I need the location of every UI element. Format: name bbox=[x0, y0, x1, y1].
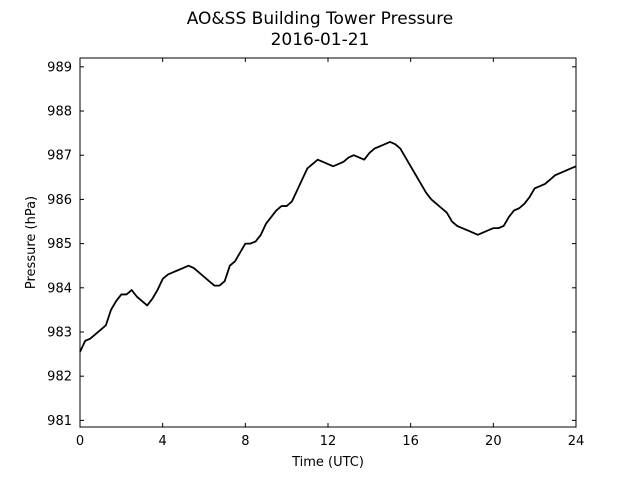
x-tick-label: 0 bbox=[76, 434, 84, 449]
x-axis: 0 4 8 12 16 20 24 bbox=[76, 58, 584, 449]
y-tick-label: 987 bbox=[47, 149, 72, 164]
y-tick-label: 982 bbox=[47, 370, 72, 385]
y-tick-label: 981 bbox=[47, 414, 72, 429]
y-axis: 981 982 983 984 985 986 987 988 989 bbox=[47, 60, 576, 429]
x-axis-label: Time (UTC) bbox=[291, 455, 364, 470]
chart-title: AO&SS Building Tower Pressure bbox=[187, 9, 454, 29]
x-tick-label: 16 bbox=[402, 434, 419, 449]
chart-subtitle: 2016-01-21 bbox=[271, 30, 370, 50]
x-tick-label: 12 bbox=[320, 434, 337, 449]
pressure-series-line bbox=[79, 141, 577, 353]
x-tick-label: 24 bbox=[568, 434, 585, 449]
y-tick-label: 984 bbox=[47, 281, 72, 296]
y-tick-label: 985 bbox=[47, 237, 72, 252]
x-tick-label: 20 bbox=[485, 434, 502, 449]
y-axis-label: Pressure (hPa) bbox=[24, 196, 39, 289]
y-tick-label: 988 bbox=[47, 105, 72, 120]
y-tick-label: 986 bbox=[47, 193, 72, 208]
y-tick-label: 983 bbox=[47, 325, 72, 340]
plot-area-frame bbox=[79, 57, 577, 428]
y-tick-label: 989 bbox=[47, 60, 72, 75]
x-tick-label: 4 bbox=[159, 434, 167, 449]
x-tick-label: 8 bbox=[241, 434, 249, 449]
